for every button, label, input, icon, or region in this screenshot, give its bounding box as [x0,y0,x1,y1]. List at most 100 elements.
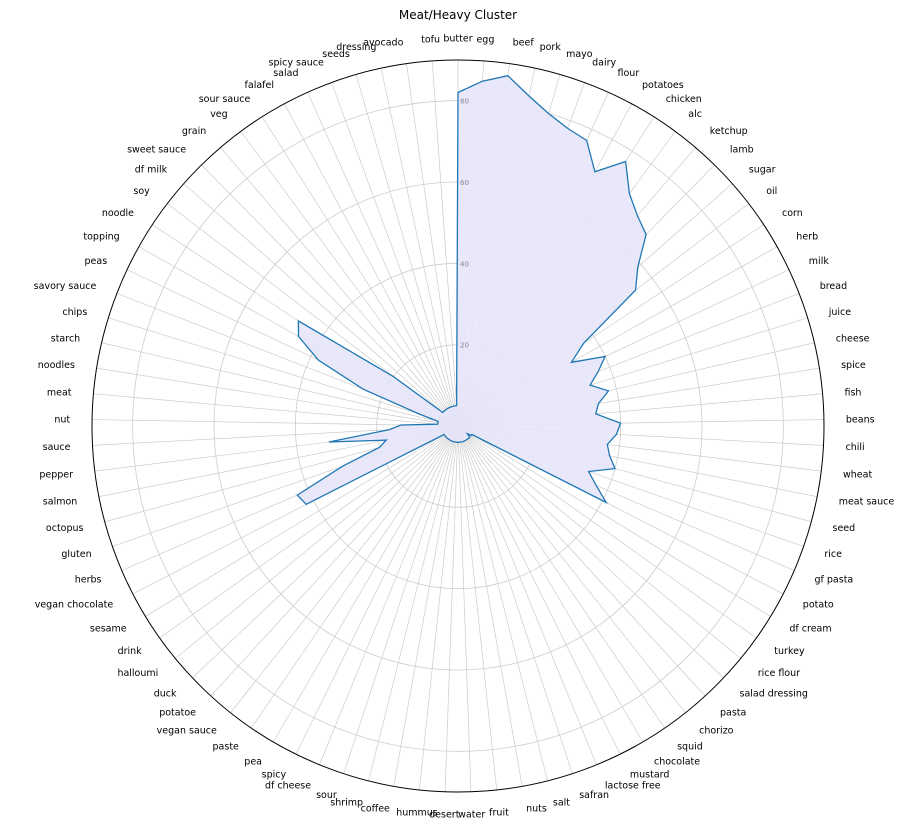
grid-spoke [192,425,459,679]
grid-spoke [108,317,459,427]
grid-spoke [457,425,686,713]
category-label: safran [579,790,609,801]
category-label: bread [820,281,847,292]
grid-spoke [96,367,459,427]
category-label: grain [182,126,206,137]
grid-spoke [331,82,459,427]
category-label: potato [803,600,834,611]
category-label: pepper [39,469,73,480]
grid-spoke [457,425,706,697]
category-label: sour [316,790,337,801]
series-fill [297,75,647,505]
category-label: chicken [666,94,702,105]
grid-spoke [457,425,498,790]
category-label: avocado [363,37,403,48]
grid-spoke [457,425,665,729]
grid-spoke [457,425,472,792]
category-label: salmon [43,496,78,507]
category-label: sauce [43,442,71,453]
category-label: savory sauce [34,281,97,292]
tick-label: 20 [460,342,469,350]
grid-spoke [457,425,741,659]
category-label: potatoes [642,80,684,91]
category-label: halloumi [117,668,158,679]
category-label: coffee [361,804,390,815]
category-label: df milk [135,165,168,176]
grid-spoke [457,425,757,639]
outer-frame [91,59,825,793]
tick-label: 80 [460,98,469,106]
category-label: alc [688,109,702,120]
category-label: topping [83,232,119,243]
category-label: chips [62,307,87,318]
grid-spoke [183,183,459,427]
category-label: peas [85,256,108,267]
grid-spoke [145,425,459,617]
category-label: mustard [630,769,670,780]
grid-spoke [457,425,771,617]
grid-spoke [307,92,459,427]
category-label: pea [244,756,262,767]
category-label: pasta [720,708,746,719]
category-label: egg [476,35,494,46]
grid-spoke [201,164,459,427]
grid-spoke [295,425,459,755]
category-label: spicy sauce [269,57,324,68]
grid-spoke [175,425,459,659]
category-label: flour [618,68,640,79]
category-label: oil [766,186,777,197]
category-label: tofu [421,35,440,46]
category-label: sweet sauce [127,145,186,156]
grid-spoke [272,425,459,743]
category-label: meat sauce [839,496,895,507]
grid-spoke [101,342,459,427]
grid-spoke [431,60,459,427]
category-label: soy [133,186,150,197]
category-label: drink [118,646,143,657]
grid-spoke [220,147,459,427]
category-label: lamb [730,145,754,156]
category-label: mayo [566,49,593,60]
grid-spoke [251,425,459,729]
category-label: gf pasta [815,575,854,586]
category-label: df cream [789,623,831,634]
category-label: pork [540,42,562,53]
category-label: shrimp [330,798,363,809]
category-label: vegan sauce [157,726,217,737]
category-label: nut [54,415,70,426]
category-label: milk [809,256,830,267]
category-label: spicy [262,769,287,780]
grid-spoke [380,68,459,427]
category-label: lactose free [605,781,661,792]
grid-spoke [159,425,459,639]
grid-spoke [230,425,459,713]
category-label: herbs [75,575,102,586]
category-label: wheat [843,469,872,480]
tick-label: 60 [460,179,469,187]
category-label: butter [443,34,472,45]
category-label: rice [824,549,842,560]
category-label: corn [782,208,803,219]
grid-spoke [240,131,459,427]
category-label: sour sauce [199,94,251,105]
grid-spoke [261,116,459,427]
category-label: df cheese [265,781,311,792]
grid-spoke [457,425,597,765]
grid-spoke [319,425,459,765]
category-label: spice [841,360,866,371]
category-label: dairy [592,57,616,68]
category-label: turkey [774,646,805,657]
category-label: gluten [61,549,91,560]
category-label: salad dressing [740,689,808,700]
grid-spoke [457,425,548,781]
category-label: juice [828,307,852,318]
category-label: dressing [336,42,376,53]
category-label: sugar [749,165,776,176]
category-label: potatoe [159,708,196,719]
grid-spoke [418,425,459,790]
radial-tick-labels: 20 40 60 80 [460,98,469,350]
grid-spoke [210,425,459,697]
category-label: herb [796,232,818,243]
category-label: chili [846,442,865,453]
